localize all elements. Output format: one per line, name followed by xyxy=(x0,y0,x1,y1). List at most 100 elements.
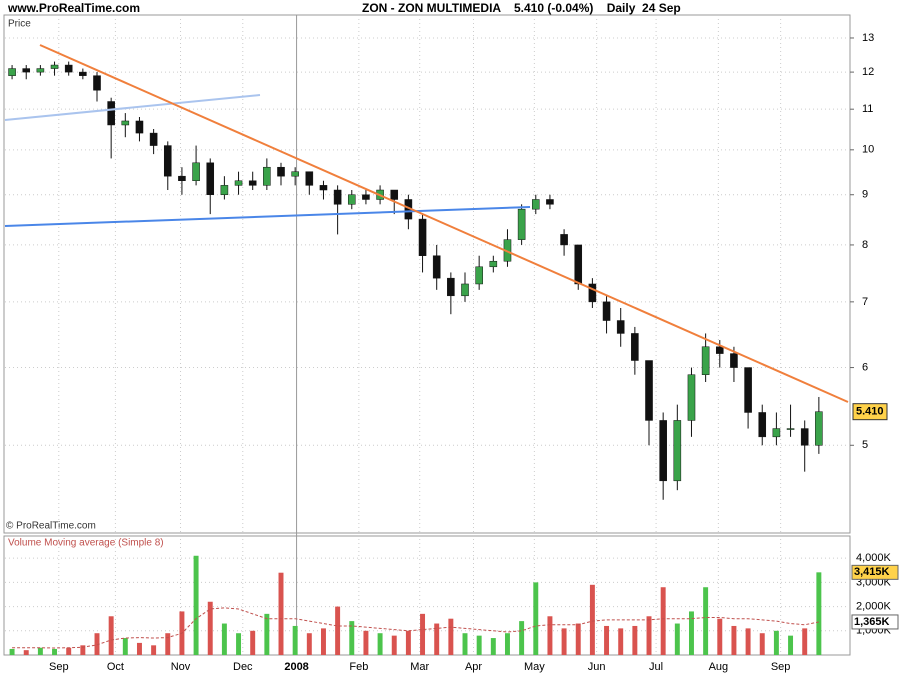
volume-bar xyxy=(264,613,270,655)
volume-badge-label: 1,365K xyxy=(854,616,890,628)
candle-body xyxy=(390,189,399,200)
volume-bar xyxy=(363,630,369,655)
plot: 5 6 7 8 9 10 11 12 13 Sep Oct Nov Dec 2008 Feb Mar Apr Ma… xyxy=(5,15,899,673)
candle-body xyxy=(475,266,483,285)
panel-label: Price xyxy=(8,19,31,30)
candle-body xyxy=(673,420,682,482)
candle-body xyxy=(347,194,356,205)
candle-body xyxy=(333,189,342,205)
volume-bar xyxy=(618,628,624,655)
candle-body xyxy=(659,420,667,482)
candle-body xyxy=(8,68,16,76)
volume-bar xyxy=(462,633,468,655)
volume-bar xyxy=(37,647,43,655)
chart-title: ZON - ZON MULTIMEDIA 5.410 (-0.04%) Dail… xyxy=(362,1,681,15)
volume-bar xyxy=(604,625,610,655)
volume-bar xyxy=(136,642,142,655)
candle-body xyxy=(418,218,427,256)
candle-body xyxy=(234,180,243,186)
x-tick-label: Jun xyxy=(588,661,606,673)
volume-bar xyxy=(703,587,709,655)
price-badge-label: 5.410 xyxy=(856,406,884,418)
x-tick-label: May xyxy=(524,661,545,673)
volume-bar xyxy=(278,572,284,655)
candle-body xyxy=(192,162,200,181)
volume-bar xyxy=(646,616,652,655)
volume-bar xyxy=(306,633,312,655)
x-tick-label: Dec xyxy=(233,661,253,673)
y-tick-label: 10 xyxy=(862,144,874,156)
candle-body xyxy=(149,132,158,146)
x-tick-label: Mar xyxy=(410,661,429,673)
volume-bar xyxy=(66,647,72,655)
volume-bar xyxy=(207,601,213,655)
volume-bar xyxy=(674,623,680,655)
candle-body xyxy=(758,412,767,438)
volume-bar xyxy=(122,638,128,655)
y-tick-label: 13 xyxy=(862,32,874,44)
candle-body xyxy=(93,75,101,91)
x-tick-label: Feb xyxy=(349,661,368,673)
x-tick-label: Oct xyxy=(107,661,124,673)
candle-body xyxy=(800,428,809,446)
volume-bar xyxy=(660,587,666,655)
candle-body xyxy=(163,145,172,177)
volume-bar xyxy=(349,621,355,655)
volume-bar xyxy=(250,630,256,655)
price-badge xyxy=(852,403,888,421)
volume-bar xyxy=(717,618,723,655)
source: www.ProRealTime.com xyxy=(7,1,140,15)
candle-body xyxy=(107,101,115,126)
candle-body xyxy=(687,374,696,421)
volume-bar xyxy=(448,618,454,655)
panel-label: Volume Moving average (Simple 8) xyxy=(8,538,164,549)
volume-bar xyxy=(9,648,15,655)
candle-body xyxy=(715,346,724,354)
volume-bar xyxy=(759,633,765,655)
candle-body xyxy=(79,71,87,76)
volume-bar xyxy=(547,616,553,655)
volume-badge xyxy=(851,614,899,630)
x-tick-label: Jul xyxy=(649,661,663,673)
y-tick-label: 6 xyxy=(862,361,868,373)
volume-bar xyxy=(434,623,440,655)
candle-body xyxy=(730,353,738,368)
candle-body xyxy=(772,428,781,438)
y-tick-label: 5 xyxy=(862,439,868,451)
candle-body xyxy=(546,199,554,205)
volume-bar xyxy=(221,623,227,655)
volume-bar xyxy=(94,633,100,655)
volume-bar xyxy=(108,616,114,655)
x-tick-label: 2008 xyxy=(284,661,308,673)
y-tick-label: 9 xyxy=(862,189,868,201)
candle-body xyxy=(786,428,795,430)
volume-bar xyxy=(405,630,411,655)
volume-bar xyxy=(52,648,58,655)
volume-bar xyxy=(420,613,426,655)
candle-body xyxy=(461,283,469,297)
moving-average-line xyxy=(12,607,819,649)
candle-body xyxy=(248,180,257,186)
candle-body xyxy=(701,346,710,375)
trend-line xyxy=(4,206,531,227)
volume-bar xyxy=(391,635,397,655)
x-tick-label: Sep xyxy=(49,661,69,673)
y-tick-label: 7 xyxy=(862,296,868,308)
candle-body xyxy=(50,64,59,69)
volume-bar xyxy=(151,645,157,655)
x-tick-label: Nov xyxy=(171,661,191,673)
volume-panel xyxy=(3,535,851,656)
volume-bar xyxy=(802,628,808,655)
candle-body xyxy=(645,360,653,421)
volume-bar xyxy=(575,623,581,655)
candle-body xyxy=(36,68,45,73)
volume-bar xyxy=(335,606,341,655)
volume-badge xyxy=(851,564,899,580)
y-tick-label: 4,000K xyxy=(856,552,892,564)
candle-body xyxy=(744,367,752,413)
candle-body xyxy=(206,162,215,195)
copyright: © ProRealTime.com xyxy=(6,521,96,532)
x-tick-label: Aug xyxy=(709,661,729,673)
volume-bar xyxy=(519,621,525,655)
